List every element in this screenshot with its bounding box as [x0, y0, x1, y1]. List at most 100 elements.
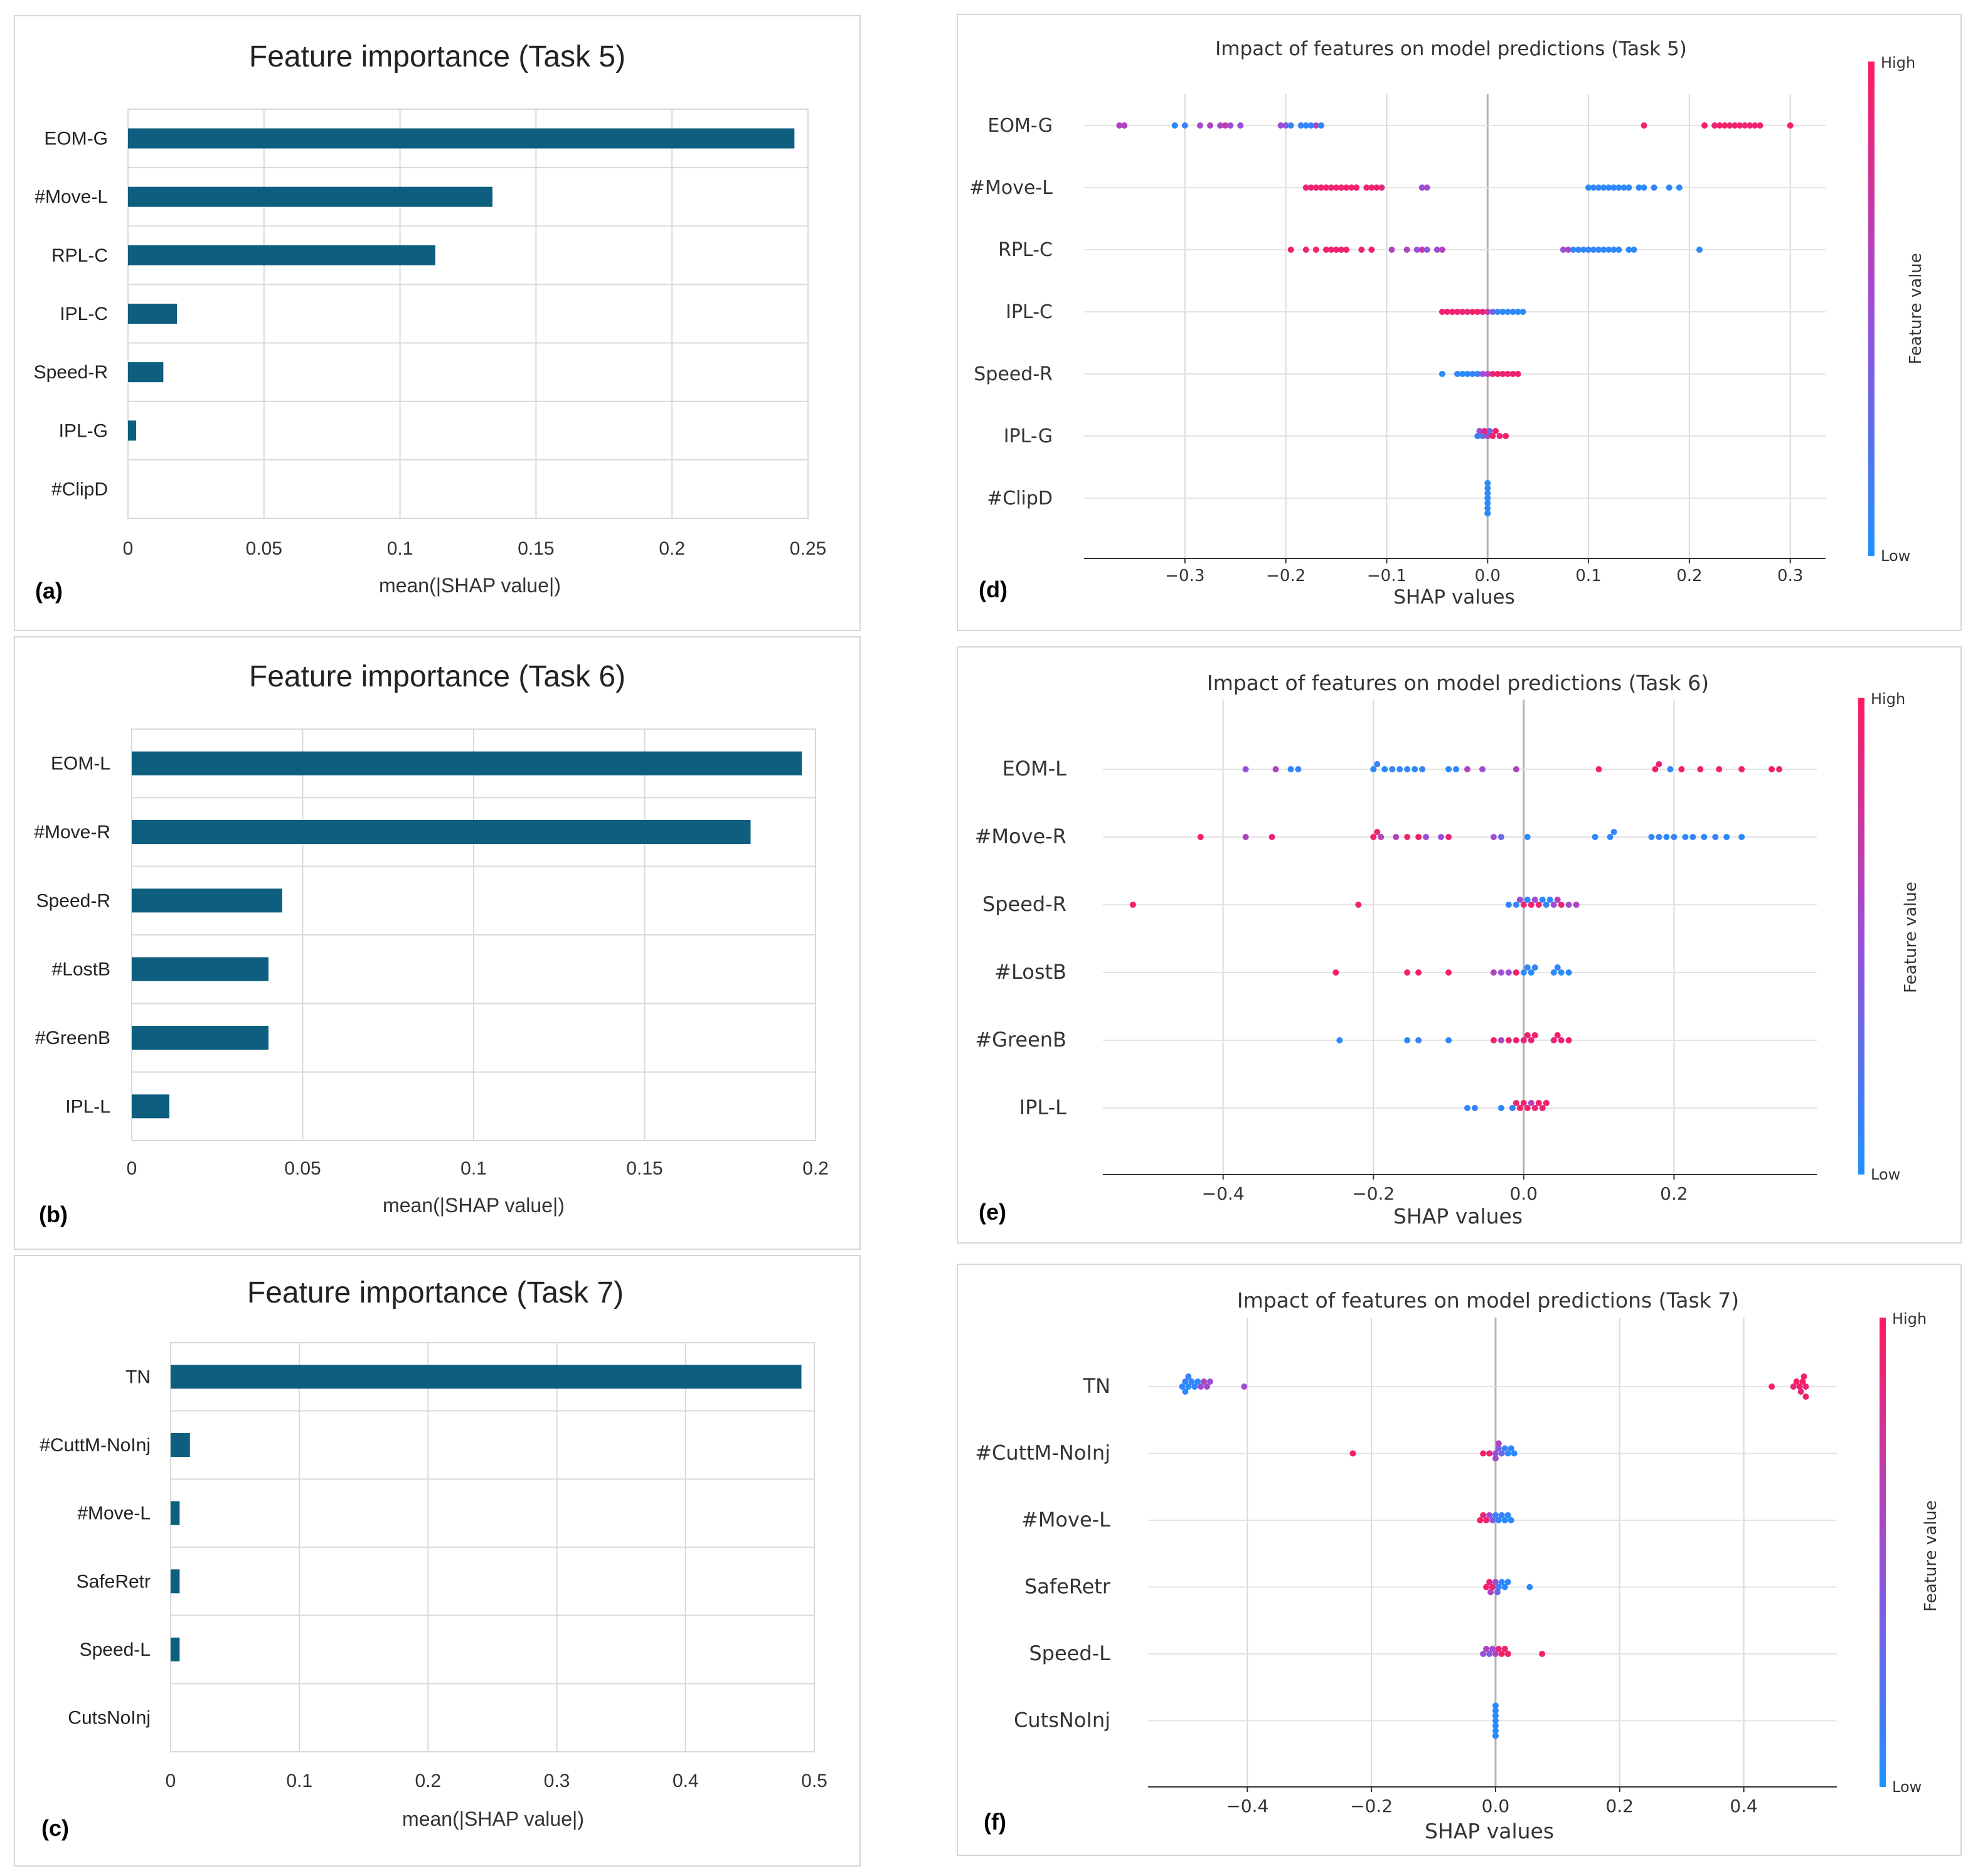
shap-point	[1404, 1037, 1411, 1043]
colorbar-high-label: High	[1871, 690, 1905, 708]
shap-point	[1498, 1450, 1505, 1457]
feature-label: EOM-G	[987, 115, 1053, 137]
shap-point	[1495, 1646, 1502, 1652]
shap-point	[1595, 766, 1602, 772]
shap-point	[1520, 969, 1527, 976]
shap-point	[1333, 184, 1340, 191]
shap-point	[1498, 1651, 1505, 1657]
shap-point	[1368, 247, 1375, 253]
shap-point	[1483, 1584, 1490, 1591]
shap-point	[1492, 1455, 1499, 1462]
shap-point	[1194, 1378, 1201, 1385]
shap-point	[1496, 433, 1503, 439]
colorbar-label: Feature value	[1907, 253, 1925, 365]
category-label: #GreenB	[35, 1028, 110, 1048]
shap-point	[1738, 834, 1745, 840]
shap-point	[1508, 1517, 1514, 1523]
shap-point	[1419, 766, 1426, 772]
shap-point	[1336, 1037, 1343, 1043]
shap-point	[1787, 122, 1794, 129]
shap-point	[1480, 1512, 1487, 1518]
shap-point	[1492, 1707, 1499, 1714]
shap-point	[1514, 309, 1521, 315]
shap-point	[1129, 902, 1136, 908]
panel-label: (b)	[39, 1202, 68, 1227]
x-tick-label: 0.4	[673, 1771, 699, 1791]
x-tick-labels: 0 0.05 0.1 0.15 0.2 0.25	[123, 538, 827, 559]
shap-point	[1464, 371, 1471, 377]
shap-point	[1543, 902, 1550, 908]
shap-point	[1509, 371, 1516, 377]
x-tick-label: −0.4	[1202, 1183, 1245, 1204]
shap-point	[1570, 247, 1577, 253]
shap-point	[1171, 122, 1178, 129]
shap-point	[1501, 1584, 1508, 1591]
bar	[132, 888, 282, 913]
shap-point	[1554, 964, 1561, 971]
plot-grid	[131, 728, 816, 1141]
shap-point	[1495, 1584, 1502, 1591]
shap-point	[1370, 766, 1377, 772]
shap-point	[1486, 1450, 1493, 1457]
shap-point	[1469, 309, 1476, 315]
shap-point	[1374, 829, 1381, 835]
shap-point	[1595, 247, 1602, 253]
x-axis-label: SHAP values	[1393, 1204, 1523, 1228]
shap-point	[1712, 834, 1719, 840]
shap-point	[1203, 1383, 1210, 1390]
x-tick-labels: −0.4 −0.2 0.0 0.2 0.4	[1226, 1796, 1758, 1816]
chart-title: Impact of features on model predictions …	[1207, 671, 1709, 695]
shap-point	[1495, 1517, 1502, 1523]
plot-frame	[127, 109, 809, 519]
bar	[171, 1501, 180, 1525]
shap-point	[1302, 184, 1309, 191]
shap-point	[1474, 309, 1481, 315]
shap-point	[1550, 969, 1557, 976]
shap-point	[1201, 1378, 1208, 1385]
shap-point	[1565, 247, 1571, 253]
x-tick-label: −0.2	[1352, 1183, 1395, 1204]
x-tick-label: 0.05	[284, 1158, 321, 1179]
category-label: EOM-L	[51, 754, 110, 774]
colorbar-high-label: High	[1892, 1310, 1927, 1328]
shap-point	[1793, 1378, 1800, 1385]
shap-point	[1418, 184, 1425, 191]
shap-point	[1676, 184, 1683, 191]
plot-grid	[1103, 700, 1817, 1180]
shap-point	[1701, 122, 1708, 129]
shap-point	[1492, 1702, 1499, 1709]
shap-point	[1333, 247, 1340, 253]
shap-point	[1444, 309, 1450, 315]
shap-point	[1277, 122, 1284, 129]
shap-point	[1600, 184, 1607, 191]
shap-point	[1363, 184, 1370, 191]
shap-point	[1528, 1037, 1534, 1043]
x-tick-label: 0.2	[802, 1158, 829, 1179]
x-axis-label: mean(|SHAP value|)	[379, 574, 561, 597]
shap-point	[1185, 1373, 1192, 1380]
shap-point	[1505, 1037, 1512, 1043]
colorbar-low-label: Low	[1881, 547, 1910, 565]
shap-point	[1484, 433, 1491, 439]
shap-point	[1757, 122, 1763, 129]
category-label: EOM-G	[44, 129, 108, 149]
shap-point	[1625, 184, 1632, 191]
shap-point	[1641, 184, 1647, 191]
bar	[171, 1638, 180, 1661]
panel-e	[957, 646, 1962, 1244]
panel-d	[957, 14, 1962, 631]
shap-point	[1499, 371, 1506, 377]
feature-label: IPL-G	[1004, 425, 1053, 447]
shap-point	[1526, 1584, 1533, 1591]
shap-point	[1504, 1450, 1511, 1457]
shap-point	[1479, 371, 1486, 377]
shap-point	[1418, 247, 1425, 253]
shap-point	[1531, 897, 1538, 903]
bar	[171, 1569, 180, 1594]
bars	[128, 128, 795, 441]
shap-point	[1353, 184, 1360, 191]
shap-point	[1343, 247, 1350, 253]
x-tick-label: 0.0	[1475, 567, 1501, 585]
shap-point	[1302, 122, 1309, 129]
category-label: #CuttM-NoInj	[40, 1435, 151, 1456]
